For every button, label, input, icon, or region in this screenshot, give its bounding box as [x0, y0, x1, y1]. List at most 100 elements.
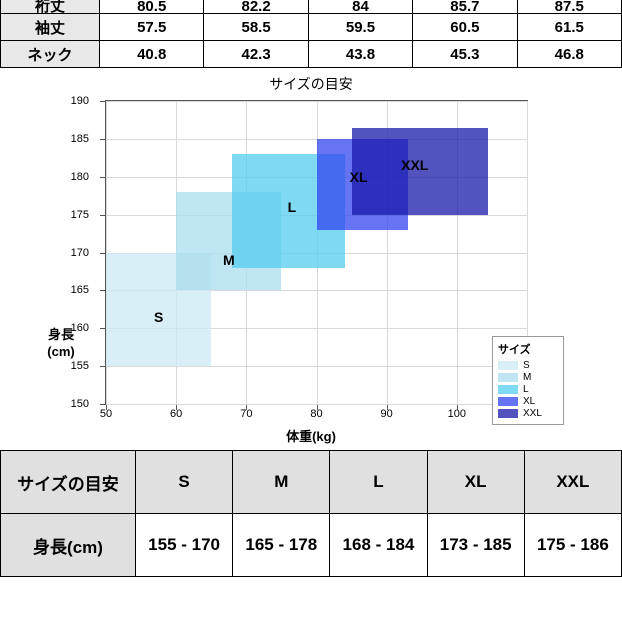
header-cell-s: S [134, 450, 234, 514]
chart-legend: サイズ S M L XL XXL [492, 336, 564, 425]
legend-label-l: L [523, 383, 529, 395]
legend-item-s: S [498, 359, 558, 371]
size-box-label-s: S [153, 308, 164, 325]
y-tick-label: 160 [70, 322, 89, 335]
legend-swatch-m [498, 372, 518, 382]
row-label: ネック [0, 40, 100, 68]
x-tick-mark [106, 405, 107, 410]
size-box-label-m: M [222, 252, 235, 269]
cell-xxl: 175 - 186 [523, 513, 622, 577]
x-tick-label: 50 [99, 408, 113, 420]
y-tick-label: 150 [70, 398, 89, 410]
legend-item-xxl: XXL [498, 407, 558, 419]
legend-label-s: S [523, 359, 530, 371]
x-tick-mark [176, 405, 178, 410]
cell-m: 42.3 [203, 40, 309, 68]
x-tick-mark [386, 405, 388, 410]
x-tick-mark [456, 405, 458, 410]
table-row: ネック 40.8 42.3 43.8 45.3 46.8 [0, 40, 622, 68]
cell-xl: 60.5 [412, 13, 518, 41]
cell-s: 57.5 [98, 13, 205, 41]
gridline-vertical [456, 101, 458, 404]
legend-swatch-l [498, 384, 518, 394]
cell-l: 168 - 184 [329, 513, 428, 577]
x-tick-label: 60 [170, 408, 183, 420]
chart-title: サイズの目安 [269, 76, 353, 92]
y-tick-mark [100, 328, 105, 330]
legend-swatch-xxl [498, 408, 518, 418]
size-guide-chart: サイズの目安 身長 (cm) 体重(kg) S M L XL XXL 150 155 160… [0, 68, 622, 450]
size-box-label-l: L [287, 199, 297, 216]
bottom-table-body: サイズの目安 S M L XL XXL 身長(cm) 155 - 170 165… [0, 450, 622, 577]
cell-l: 43.8 [307, 40, 414, 68]
legend-label-m: M [523, 371, 532, 383]
table-header-row: サイズの目安 S M L XL XXL [0, 450, 622, 514]
legend-item-l: L [498, 383, 558, 395]
size-guide-table-bottom: サイズの目安 S M L XL XXL 身長(cm) 155 - 170 165… [0, 450, 622, 577]
table-row: 袖丈 57.5 58.5 59.5 60.5 61.5 [0, 13, 622, 41]
legend-item-xl: XL [498, 395, 558, 407]
cell-xl: 45.3 [412, 40, 518, 68]
y-tick-label: 155 [70, 360, 89, 373]
gridline-vertical [527, 101, 528, 404]
cell-l: 84 [307, 0, 414, 14]
measurements-table-top: 裄丈 80.5 82.2 84 85.7 87.5 袖丈 57.5 58.5 5… [0, 0, 622, 68]
y-tick-mark [100, 366, 105, 368]
x-tick-label: 70 [240, 408, 253, 420]
header-cell-title: サイズの目安 [0, 450, 136, 514]
x-tick-label: 80 [310, 408, 323, 420]
y-tick-label: 165 [70, 284, 89, 297]
table-row: 裄丈 80.5 82.2 84 85.7 87.5 [0, 0, 622, 14]
x-tick-label: 100 [447, 408, 467, 420]
cell-m: 165 - 178 [232, 513, 331, 577]
y-tick-label: 190 [70, 95, 89, 107]
x-axis-label: 体重(kg) [286, 429, 336, 444]
y-tick-label: 175 [70, 208, 89, 221]
legend-rows: S M L XL XXL [498, 359, 558, 419]
cell-l: 59.5 [307, 13, 414, 41]
legend-swatch-s [498, 360, 518, 370]
y-tick-mark [100, 176, 105, 178]
legend-item-m: M [498, 371, 558, 383]
cell-m: 82.2 [203, 0, 309, 14]
cell-xxl: 46.8 [516, 40, 622, 68]
y-tick-mark [100, 101, 105, 102]
header-cell-m: M [232, 450, 331, 514]
cell-s: 155 - 170 [134, 513, 234, 577]
y-tick-label: 180 [70, 170, 89, 183]
gridline-horizontal [106, 404, 527, 405]
y-tick-mark [100, 138, 105, 140]
y-tick-mark [100, 404, 105, 405]
cell-xl: 85.7 [412, 0, 518, 14]
cell-m: 58.5 [203, 13, 309, 41]
y-tick-label: 185 [70, 132, 89, 145]
y-axis-label: 身長 (cm) [38, 326, 84, 360]
y-axis-label-line2: (cm) [47, 344, 75, 359]
cell-s: 80.5 [98, 0, 205, 14]
cell-xxl: 87.5 [516, 0, 622, 14]
legend-title: サイズ [498, 344, 531, 356]
row-label: 裄丈 [0, 0, 100, 14]
x-tick-mark [316, 405, 318, 410]
size-box-label-xl: XL [349, 168, 368, 185]
size-box-xxl [351, 127, 489, 215]
cell-xxl: 61.5 [516, 13, 622, 41]
header-cell-xl: XL [426, 450, 525, 514]
y-axis-label-line1: 身長 [47, 327, 74, 342]
gridline-vertical [386, 101, 388, 404]
header-cell-xxl: XXL [523, 450, 622, 514]
legend-swatch-xl [498, 396, 518, 406]
size-box-label-xxl: XXL [401, 157, 429, 174]
plot-area: S M L XL XXL [105, 100, 528, 405]
y-tick-label: 170 [70, 246, 89, 259]
header-cell-l: L [329, 450, 428, 514]
top-table-body: 裄丈 80.5 82.2 84 85.7 87.5 袖丈 57.5 58.5 5… [0, 0, 622, 68]
y-tick-mark [100, 290, 105, 292]
legend-label-xxl: XXL [523, 407, 542, 419]
legend-label-xl: XL [523, 395, 536, 407]
y-tick-mark [100, 252, 105, 254]
row-label-height: 身長(cm) [0, 513, 136, 577]
table-row: 身長(cm) 155 - 170 165 - 178 168 - 184 173… [0, 513, 622, 577]
x-tick-mark [246, 405, 248, 410]
x-tick-label: 90 [380, 408, 393, 420]
